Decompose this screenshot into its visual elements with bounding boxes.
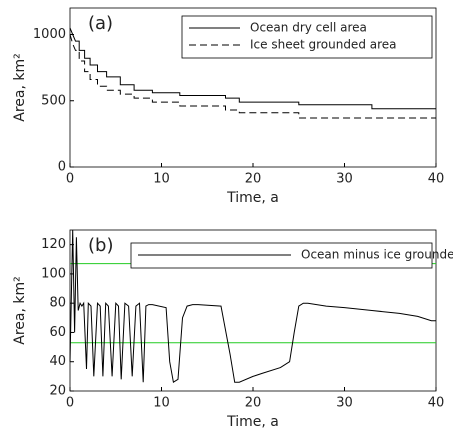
legend-box (181, 15, 433, 59)
legend-label: Ocean dry cell area (250, 21, 367, 35)
legend-label: Ocean minus ice grounded area (301, 248, 453, 262)
x-axis-label: Time, a (226, 414, 279, 430)
y-axis-label: Area, km² (12, 53, 28, 121)
series-line (69, 27, 436, 110)
y-tick-label: 20 (49, 384, 66, 399)
y-axis-label: Area, km² (12, 276, 28, 344)
legend-label: Ice sheet grounded area (250, 38, 397, 52)
x-tick-label: 0 (66, 396, 74, 411)
x-tick-label: 10 (153, 396, 170, 411)
y-tick-label: 500 (41, 93, 66, 108)
y-tick-label: 40 (49, 354, 66, 369)
y-tick-label: 80 (49, 296, 66, 311)
x-tick-label: 20 (245, 396, 262, 411)
y-tick-label: 100 (41, 266, 66, 281)
x-tick-label: 10 (153, 172, 170, 187)
x-tick-label: 0 (66, 172, 74, 187)
series-line (69, 229, 436, 384)
y-tick-label: 60 (49, 325, 66, 340)
y-tick-label: 120 (41, 237, 66, 252)
series-line (69, 34, 436, 119)
x-tick-label: 40 (428, 396, 445, 411)
x-tick-label: 30 (336, 396, 353, 411)
x-tick-label: 40 (428, 172, 445, 187)
y-tick-label: 0 (58, 160, 66, 175)
panel-label: (a) (88, 13, 113, 34)
x-tick-label: 30 (336, 172, 353, 187)
panel-label: (b) (88, 235, 113, 256)
x-tick-label: 20 (245, 172, 262, 187)
x-axis-label: Time, a (226, 190, 279, 206)
y-tick-label: 1000 (33, 27, 66, 42)
